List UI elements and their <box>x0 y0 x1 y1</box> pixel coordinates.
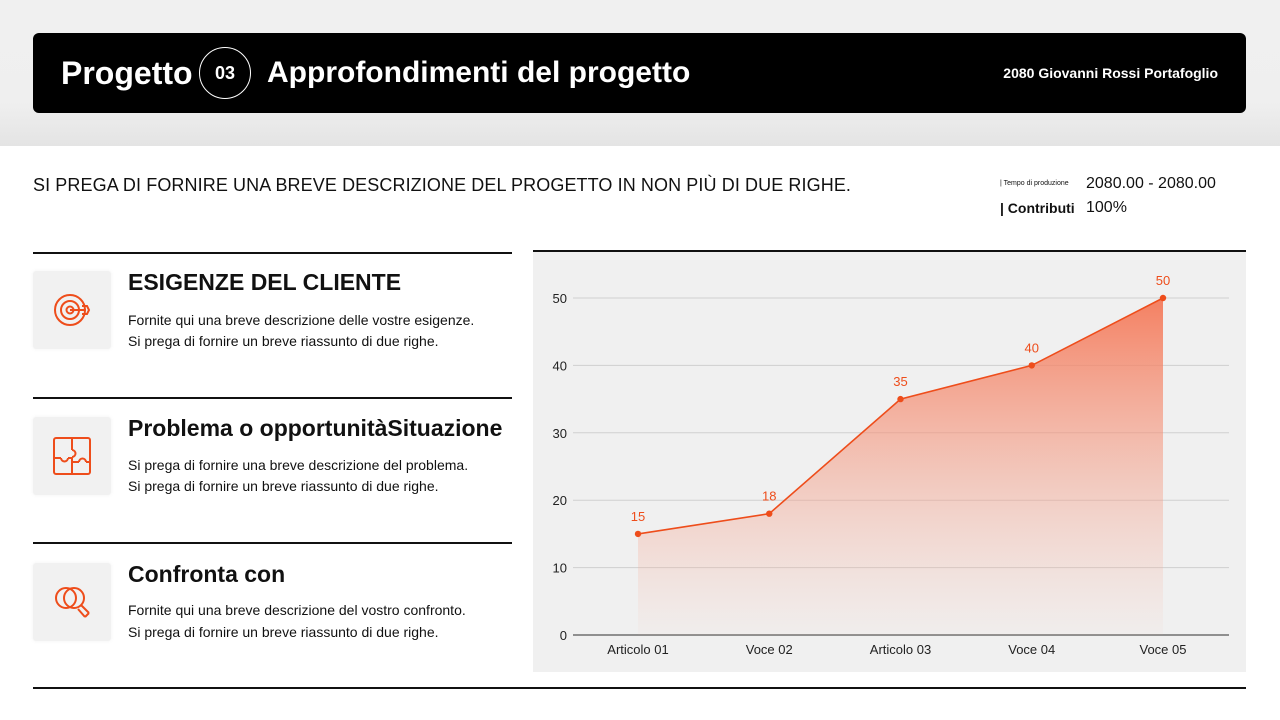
data-point <box>1159 294 1167 302</box>
data-label: 15 <box>631 509 645 524</box>
project-description: SI PREGA DI FORNIRE UNA BREVE DESCRIZION… <box>33 175 852 195</box>
project-number-badge: 03 <box>199 47 251 99</box>
chart-top-divider <box>533 250 1246 252</box>
item-text: Si prega di fornire un breve riassunto d… <box>128 478 439 494</box>
divider <box>33 542 512 544</box>
header-word: Progetto <box>61 55 193 91</box>
data-label: 18 <box>762 489 776 504</box>
item-icon-box <box>33 417 111 495</box>
data-point <box>1028 362 1035 369</box>
y-tick-label: 0 <box>560 628 567 643</box>
data-point <box>634 530 642 538</box>
y-tick-label: 50 <box>553 291 567 306</box>
data-label: 50 <box>1156 273 1170 288</box>
item-icon-box <box>33 563 111 641</box>
data-label: 40 <box>1025 340 1039 355</box>
y-tick-label: 10 <box>553 561 567 576</box>
y-tick-label: 20 <box>553 493 567 508</box>
header-bar: Progetto 03 Approfondimenti del progetto… <box>33 33 1246 113</box>
item-icon-box <box>33 271 111 349</box>
item-text: Si prega di fornire un breve riassunto d… <box>128 624 439 640</box>
search-compare-icon <box>55 587 90 618</box>
target-icon <box>54 294 91 326</box>
contributions-value: 100% <box>1086 199 1127 216</box>
puzzle-icon <box>53 437 91 475</box>
area-chart: 0 10 20 30 40 50 15 Articolo 01 18 Voce 02 35 Artic… <box>553 273 1229 657</box>
data-label: 35 <box>893 374 907 389</box>
item-text: Si prega di fornire un breve riassunto d… <box>128 333 439 349</box>
production-time-value: 2080.00 - 2080.00 <box>1086 175 1216 192</box>
y-tick-label: 40 <box>553 358 567 373</box>
item-title-client-needs: ESIGENZE DEL CLIENTE <box>128 269 402 295</box>
item-title-compare: Confronta con <box>128 561 286 587</box>
item-text: Si prega di fornire una breve descrizion… <box>128 457 469 473</box>
page-title: Approfondimenti del progetto <box>267 56 691 89</box>
x-tick-label: Voce 04 <box>1008 642 1055 657</box>
production-time-label: | Tempo di produzione <box>1000 180 1069 187</box>
contributions-label: | Contributi <box>1000 200 1075 216</box>
x-tick-label: Articolo 03 <box>870 642 931 657</box>
x-tick-label: Articolo 01 <box>607 642 668 657</box>
divider <box>33 252 512 254</box>
portfolio-label: 2080 Giovanni Rossi Portafoglio <box>1003 65 1218 81</box>
x-tick-label: Voce 02 <box>746 642 793 657</box>
divider <box>33 397 512 399</box>
data-point <box>766 510 773 517</box>
item-text: Fornite qui una breve descrizione delle … <box>128 312 475 328</box>
data-point <box>897 395 904 403</box>
item-title-problem: Problema o opportunitàSituazione <box>128 415 503 441</box>
bottom-divider <box>33 687 1246 689</box>
x-tick-label: Voce 05 <box>1140 642 1187 657</box>
area-fill <box>638 298 1163 635</box>
chart-panel: 0 10 20 30 40 50 15 Articolo 01 18 Voce 02 35 Artic… <box>533 252 1246 672</box>
y-tick-label: 30 <box>553 426 567 441</box>
item-text: Fornite qui una breve descrizione del vo… <box>128 602 466 618</box>
